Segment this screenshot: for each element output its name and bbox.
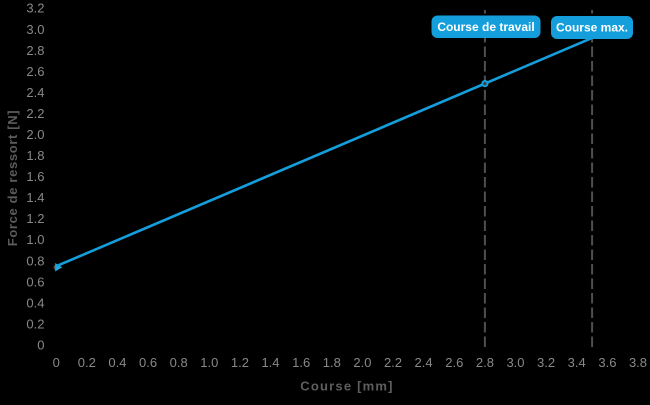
svg-text:3.0: 3.0 [26, 22, 44, 37]
svg-text:1.6: 1.6 [292, 355, 310, 370]
svg-text:1.0: 1.0 [200, 355, 218, 370]
svg-text:0.4: 0.4 [26, 295, 44, 310]
svg-text:Course max.: Course max. [556, 21, 628, 35]
svg-text:2.8: 2.8 [476, 355, 494, 370]
svg-text:2.0: 2.0 [353, 355, 371, 370]
svg-text:Force de ressort [N]: Force de ressort [N] [5, 110, 20, 247]
svg-text:1.8: 1.8 [26, 148, 44, 163]
svg-text:2.2: 2.2 [384, 355, 402, 370]
svg-text:0.6: 0.6 [26, 274, 44, 289]
svg-text:2.4: 2.4 [415, 355, 433, 370]
svg-text:2.8: 2.8 [26, 43, 44, 58]
svg-text:1.8: 1.8 [323, 355, 341, 370]
svg-text:Course [mm]: Course [mm] [300, 379, 393, 394]
svg-text:1.4: 1.4 [261, 355, 279, 370]
svg-text:1.2: 1.2 [26, 211, 44, 226]
svg-text:3.2: 3.2 [26, 1, 44, 16]
svg-text:0.8: 0.8 [170, 355, 188, 370]
svg-text:2.6: 2.6 [26, 64, 44, 79]
svg-text:1.0: 1.0 [26, 232, 44, 247]
svg-text:1.2: 1.2 [231, 355, 249, 370]
svg-text:0.6: 0.6 [139, 355, 157, 370]
svg-text:0: 0 [53, 355, 60, 370]
svg-text:3.8: 3.8 [629, 355, 647, 370]
svg-text:Course de travail: Course de travail [437, 20, 534, 34]
svg-text:2.2: 2.2 [26, 106, 44, 121]
svg-text:3.6: 3.6 [598, 355, 616, 370]
svg-text:2.4: 2.4 [26, 85, 44, 100]
svg-text:0.2: 0.2 [78, 355, 96, 370]
svg-text:1.6: 1.6 [26, 169, 44, 184]
svg-text:2.6: 2.6 [445, 355, 463, 370]
svg-text:0.2: 0.2 [26, 316, 44, 331]
svg-text:2.0: 2.0 [26, 127, 44, 142]
svg-text:3.0: 3.0 [506, 355, 524, 370]
svg-text:0.4: 0.4 [108, 355, 126, 370]
svg-text:3.2: 3.2 [537, 355, 555, 370]
svg-text:0: 0 [37, 338, 44, 353]
svg-text:3.4: 3.4 [568, 355, 586, 370]
svg-text:0.8: 0.8 [26, 253, 44, 268]
svg-text:1.4: 1.4 [26, 190, 44, 205]
